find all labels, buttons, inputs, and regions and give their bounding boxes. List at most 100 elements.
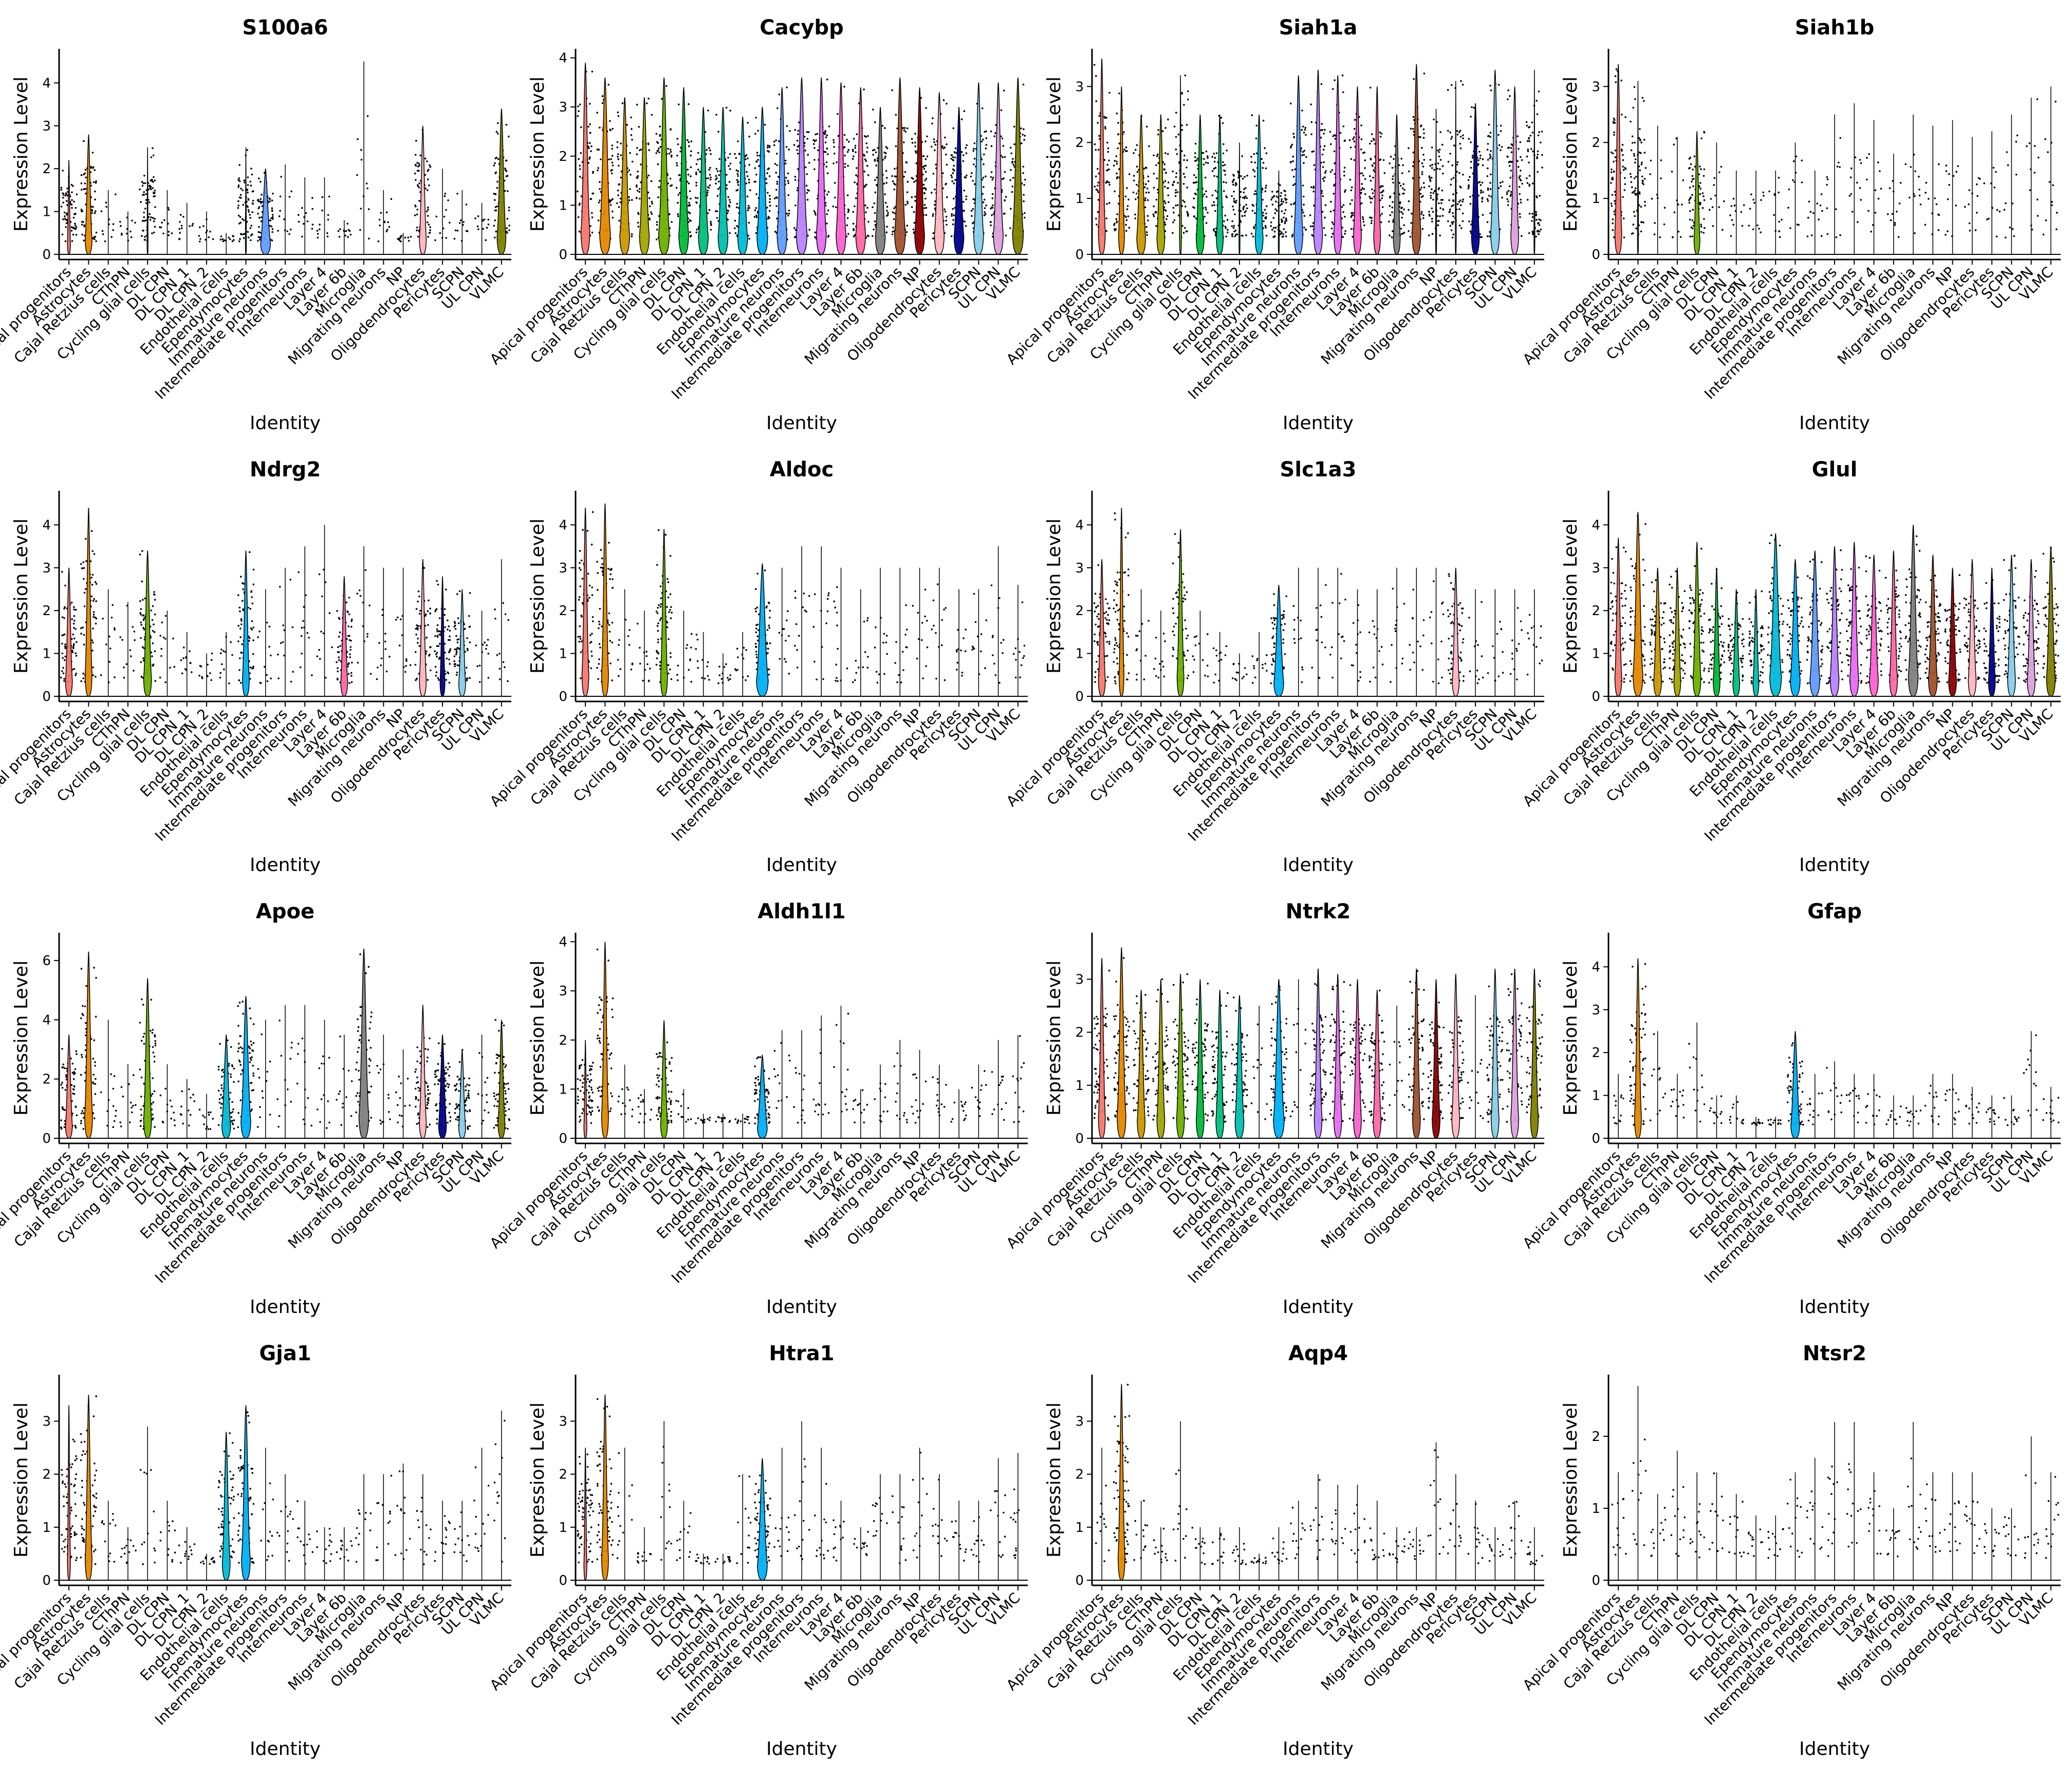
jitter-point (316, 230, 319, 232)
jitter-point (1518, 166, 1520, 168)
jitter-point (1700, 224, 1702, 226)
jitter-point (1254, 190, 1256, 192)
jitter-point (1134, 217, 1136, 219)
jitter-point (1362, 220, 1365, 223)
jitter-point (1456, 134, 1459, 136)
jitter-point (951, 180, 953, 182)
jitter-point (1673, 211, 1676, 214)
jitter-point (677, 143, 679, 145)
jitter-point (1452, 200, 1455, 202)
jitter-point (776, 217, 778, 220)
jitter-point (1506, 191, 1508, 193)
jitter-point (239, 216, 242, 218)
jitter-point (774, 197, 776, 199)
jitter-point (658, 180, 661, 182)
jitter-point (737, 184, 739, 186)
jitter-point (1175, 148, 1177, 151)
jitter-point (349, 233, 352, 236)
jitter-point (477, 215, 479, 217)
jitter-point (1234, 213, 1236, 215)
jitter-point (1233, 198, 1235, 200)
jitter-point (1115, 155, 1118, 157)
jitter-point (892, 231, 894, 233)
jitter-point (1621, 114, 1623, 116)
jitter-point (1460, 187, 1462, 189)
jitter-point (1402, 164, 1404, 166)
jitter-point (1623, 189, 1625, 191)
jitter-point (1753, 201, 1755, 204)
jitter-point (690, 220, 692, 222)
jitter-point (238, 223, 240, 225)
jitter-point (1703, 199, 1706, 201)
jitter-point (92, 616, 95, 618)
jitter-point (1231, 195, 1233, 197)
jitter-point (825, 136, 827, 139)
jitter-point (1226, 196, 1228, 198)
jitter-point (1005, 234, 1007, 237)
jitter-point (1165, 172, 1167, 174)
violin-14 (836, 82, 846, 255)
jitter-point (1251, 114, 1253, 116)
jitter-point (1986, 218, 1988, 220)
jitter-point (1412, 128, 1414, 130)
jitter-point (577, 190, 579, 193)
jitter-point (1996, 209, 1999, 211)
jitter-point (1098, 135, 1100, 137)
jitter-point (256, 199, 259, 201)
jitter-point (617, 158, 619, 160)
jitter-point (874, 191, 877, 194)
jitter-point (73, 626, 75, 629)
jitter-point (950, 158, 952, 160)
jitter-point (400, 235, 402, 237)
jitter-point (1789, 227, 1791, 229)
jitter-point (1211, 170, 1214, 172)
jitter-point (1153, 187, 1155, 189)
jitter-point (141, 235, 143, 237)
jitter-point (1412, 165, 1414, 168)
jitter-point (153, 195, 155, 198)
jitter-point (876, 176, 878, 179)
jitter-point (2015, 173, 2018, 176)
jitter-point (454, 229, 457, 232)
jitter-point (846, 194, 849, 196)
jitter-point (1801, 159, 1803, 162)
jitter-point (1663, 207, 1666, 209)
jitter-point (865, 211, 867, 214)
jitter-point (905, 231, 908, 233)
jitter-point (1639, 128, 1641, 130)
jitter-point (856, 167, 858, 169)
jitter-point (1133, 152, 1135, 154)
jitter-point (1460, 227, 1463, 229)
jitter-point (1622, 217, 1625, 220)
jitter-point (1011, 191, 1013, 193)
jitter-point (1133, 179, 1135, 182)
y-tick-label: 3 (1592, 79, 1600, 95)
jitter-point (746, 171, 748, 173)
jitter-point (133, 670, 135, 672)
jitter-point (161, 621, 163, 624)
jitter-point (1918, 175, 1920, 178)
jitter-point (1107, 151, 1109, 153)
jitter-point (1380, 192, 1382, 194)
jitter-point (386, 229, 388, 231)
jitter-point (1270, 221, 1272, 224)
jitter-point (1422, 217, 1424, 219)
jitter-point (1117, 147, 1119, 150)
jitter-point (769, 195, 771, 197)
jitter-point (338, 236, 341, 238)
jitter-point (65, 222, 68, 225)
jitter-point (787, 172, 789, 175)
jitter-point (1104, 127, 1106, 130)
jitter-point (91, 210, 94, 212)
jitter-point (108, 661, 110, 663)
jitter-point (1233, 230, 1235, 233)
jitter-point (1740, 211, 1743, 213)
jitter-point (1451, 136, 1453, 138)
jitter-point (1421, 162, 1423, 164)
jitter-point (1848, 195, 1851, 197)
jitter-point (83, 578, 85, 580)
jitter-point (913, 211, 915, 213)
jitter-point (317, 233, 319, 235)
jitter-point (1252, 205, 1255, 207)
jitter-point (426, 160, 428, 162)
